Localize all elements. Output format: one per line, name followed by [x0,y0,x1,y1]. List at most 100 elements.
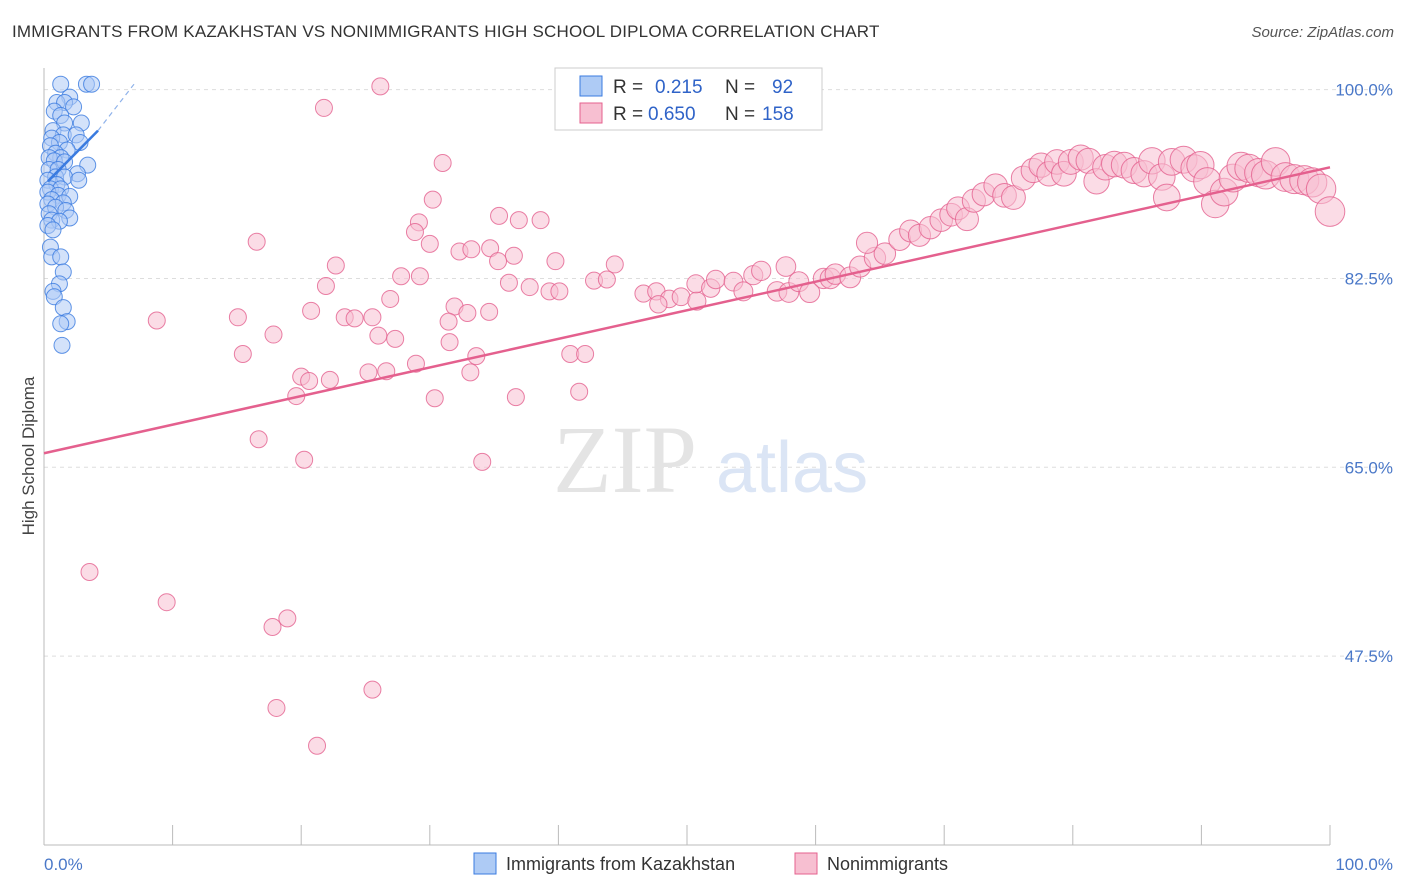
data-point [65,98,83,116]
data-point [302,301,321,320]
legend-n-blue: 92 [772,77,793,98]
data-point [233,344,252,363]
data-point [775,256,797,277]
data-point [504,246,523,265]
data-point [461,363,480,382]
watermark-atlas: atlas [716,428,868,508]
data-point [520,278,539,297]
trend-line-kazakhstan [46,129,99,183]
data-point [576,344,595,363]
data-point [363,308,382,327]
data-point [371,77,390,96]
data-point [247,232,266,251]
y-tick-label: 65.0% [1345,458,1393,477]
trend-line-nonimmigrants [43,166,1331,455]
data-point [44,221,62,239]
y-tick-label: 82.5% [1345,269,1393,288]
data-point [308,736,327,755]
data-point [278,609,297,628]
chart-title: IMMIGRANTS FROM KAZAKHSTAN VS NONIMMIGRA… [12,22,880,41]
data-point [499,273,518,292]
kazakhstan-points [39,75,101,354]
source-label: Source: ZipAtlas.com [1251,24,1394,41]
data-point [546,252,565,271]
data-point [440,333,459,352]
data-point [345,309,364,328]
data-point [83,75,101,93]
x-tick-label-min: 0.0% [44,855,83,874]
data-point [80,562,99,581]
data-point [751,260,772,282]
legend-r-pink: 0.650 [648,104,696,125]
data-point [506,388,525,407]
data-point [439,312,458,331]
data-point [481,239,500,258]
y-tick-labels: 47.5% 65.0% 82.5% 100.0% [1335,81,1393,667]
data-point [363,680,382,699]
data-point [264,325,283,344]
bottom-legend-label-blue: Immigrants from Kazakhstan [506,854,735,874]
legend-n-label-blue: N = [725,77,755,98]
bottom-legend-label-pink: Nonimmigrants [827,854,948,874]
data-point [480,302,499,321]
legend-r-blue: 0.215 [655,77,703,98]
data-point [157,593,176,612]
legend-n-label-pink: N = [725,104,755,125]
data-point [406,354,425,373]
data-point [326,256,345,275]
data-point [1314,196,1346,227]
y-tick-label: 47.5% [1345,647,1393,666]
data-point [605,255,624,274]
trend-line-kazakhstan-extension [97,83,135,131]
legend-box: R = 0.215 N = 92 R = 0.650 N = 158 [554,67,823,131]
data-point [359,363,378,382]
x-ticks [43,825,1331,845]
data-point [597,270,616,289]
data-point [490,206,509,225]
data-point [320,370,339,389]
legend-r-label-pink: R = [613,104,643,125]
bottom-legend: Immigrants from Kazakhstan Nonimmigrants [473,852,948,875]
data-point [550,282,569,301]
data-point [531,211,550,230]
data-point [423,190,442,209]
legend-swatch-blue [579,75,603,97]
data-point [410,267,429,286]
data-point [671,287,691,307]
data-point [649,295,668,314]
data-point [873,242,897,265]
data-point [263,618,282,637]
data-point [705,269,726,290]
data-point [381,289,400,308]
data-point [228,308,247,327]
data-point [509,211,528,230]
nonimmigrants-points [80,77,1346,755]
watermark: ZIP atlas [553,406,868,513]
x-tick-label-max: 100.0% [1335,855,1393,874]
data-point [249,430,268,449]
data-point [433,153,452,172]
data-point [52,248,70,266]
y-axis-label: High School Diploma [19,376,38,535]
data-point [458,303,477,322]
data-point [473,452,492,471]
data-point [147,311,166,330]
data-point [489,252,508,271]
watermark-zip: ZIP [553,406,697,513]
bottom-legend-swatch-blue [473,852,497,875]
data-point [52,75,70,93]
legend-n-pink: 158 [762,104,794,125]
data-point [392,267,411,286]
data-point [420,234,439,253]
trend-lines [43,83,1331,455]
data-point [52,315,70,333]
legend-swatch-pink [579,102,603,124]
bottom-legend-swatch-pink [794,852,818,875]
data-point [54,299,72,317]
data-point [405,223,424,242]
data-point [314,98,333,117]
data-point [369,326,388,345]
data-point [53,336,71,354]
data-point [855,231,879,254]
